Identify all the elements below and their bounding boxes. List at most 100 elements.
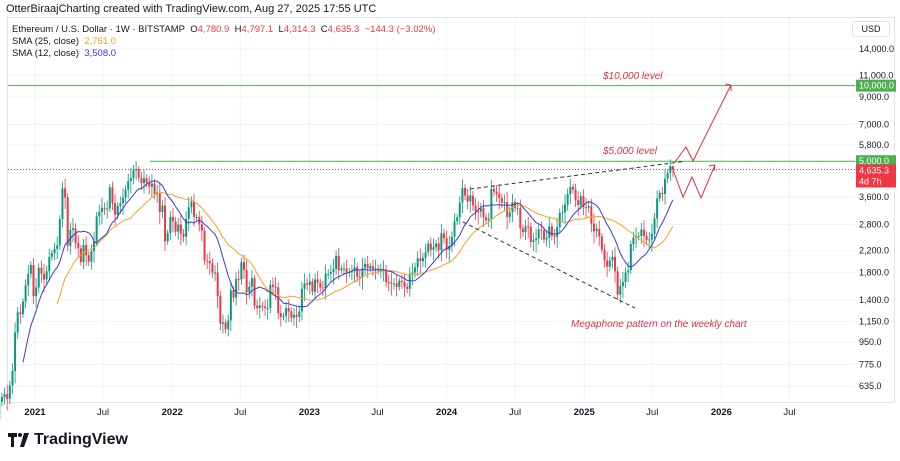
brand-name: TradingView xyxy=(34,431,128,448)
candle-body xyxy=(300,288,303,312)
sma12-legend[interactable]: SMA (12, close) 3,508.0 xyxy=(12,48,116,59)
candle-body xyxy=(206,260,209,262)
candle-body xyxy=(585,207,588,209)
price-tick: 1,400.0 xyxy=(859,295,889,305)
candle-body xyxy=(298,311,301,317)
sma12-label: SMA (12, close) xyxy=(12,48,80,59)
candle-body xyxy=(398,280,401,287)
candle-body xyxy=(177,224,180,232)
candle-body xyxy=(185,218,188,237)
candle-body xyxy=(32,264,35,297)
candle-body xyxy=(545,237,548,240)
candle-body xyxy=(229,290,232,321)
candle-body xyxy=(627,270,630,273)
candle-body xyxy=(50,253,53,257)
candle-body xyxy=(550,226,553,236)
candle-body xyxy=(93,241,96,252)
time-tick: 2022 xyxy=(162,407,183,418)
candle-body xyxy=(6,394,9,399)
candle-body xyxy=(666,173,669,179)
price-tick: 2,200.0 xyxy=(859,246,889,256)
candle-body xyxy=(611,256,614,261)
price-tick: 9,000.0 xyxy=(859,92,889,102)
symbol-title[interactable]: Ethereum / U.S. Dollar · 1W · BITSTAMP xyxy=(12,24,185,35)
candle-body xyxy=(442,233,445,239)
candle-body xyxy=(11,370,14,386)
candle-body xyxy=(424,252,427,258)
candle-body xyxy=(327,273,330,275)
candle-body xyxy=(321,287,324,289)
candle-body xyxy=(219,296,222,324)
candle-body xyxy=(16,312,19,333)
candle-body xyxy=(287,308,290,312)
price-tick: 3,600.0 xyxy=(859,192,889,202)
candle-body xyxy=(71,228,74,231)
candle-body xyxy=(356,267,359,277)
candle-body xyxy=(603,249,606,261)
candle-body xyxy=(24,285,27,302)
candle-body xyxy=(108,187,111,209)
candle-body xyxy=(164,205,167,242)
candle-body xyxy=(232,290,235,298)
candle-body xyxy=(569,186,572,195)
candle-body xyxy=(124,189,127,198)
candle-body xyxy=(403,282,406,287)
candle-body xyxy=(414,267,417,273)
candle-body xyxy=(474,205,477,212)
candle-body xyxy=(364,263,367,268)
price-tick: 14,000.0 xyxy=(859,44,894,54)
candle-body xyxy=(158,192,161,212)
candle-body xyxy=(77,243,80,249)
candle-body xyxy=(166,232,169,242)
candle-body xyxy=(392,283,395,285)
candle-body xyxy=(314,279,317,292)
megaphone-upper-line xyxy=(469,161,685,190)
candle-body xyxy=(127,181,130,190)
currency-button[interactable]: USD xyxy=(852,21,890,37)
candle-body xyxy=(503,201,506,203)
candle-body xyxy=(106,208,109,210)
candle-body xyxy=(58,219,61,246)
candle-body xyxy=(669,166,672,174)
candle-body xyxy=(553,235,556,237)
tradingview-logo[interactable]: TradingView xyxy=(8,431,128,449)
candle-body xyxy=(208,261,211,264)
annotations: $10,000 level $5,000 level Megaphone patte… xyxy=(462,71,748,330)
candle-body xyxy=(211,263,214,273)
bullish-projection-arrow xyxy=(674,84,732,163)
candle-body xyxy=(14,332,17,371)
candle-body xyxy=(477,211,480,213)
candle-body xyxy=(361,267,364,278)
candle-body xyxy=(135,169,138,171)
candle-body xyxy=(624,272,627,283)
candle-body xyxy=(542,230,545,240)
candle-body xyxy=(598,228,601,237)
candle-body xyxy=(408,273,411,289)
candle-body xyxy=(340,268,343,271)
attribution: OtterBiraajCharting created with Trading… xyxy=(6,3,377,15)
chart-frame xyxy=(7,17,895,403)
close-value: 4,635.3 xyxy=(327,24,360,35)
candle-body xyxy=(324,273,327,289)
candle-body xyxy=(614,256,617,272)
candle-body xyxy=(261,305,264,307)
candle-body xyxy=(374,268,377,270)
candle-body xyxy=(471,195,474,206)
candle-body xyxy=(608,260,611,267)
candle-body xyxy=(0,396,3,402)
candle-body xyxy=(237,278,240,280)
candle-body xyxy=(227,320,230,330)
candle-body xyxy=(100,207,103,212)
candle-body xyxy=(37,267,40,288)
candle-body xyxy=(619,286,622,295)
candle-body xyxy=(350,271,353,273)
sma25-legend[interactable]: SMA (25, close) 2,751.0 xyxy=(12,36,116,47)
candle-body xyxy=(558,212,561,228)
candle-body xyxy=(35,287,38,297)
candle-body xyxy=(524,226,527,233)
candle-body xyxy=(606,260,609,267)
candle-body xyxy=(395,283,398,287)
candle-body xyxy=(329,271,332,274)
